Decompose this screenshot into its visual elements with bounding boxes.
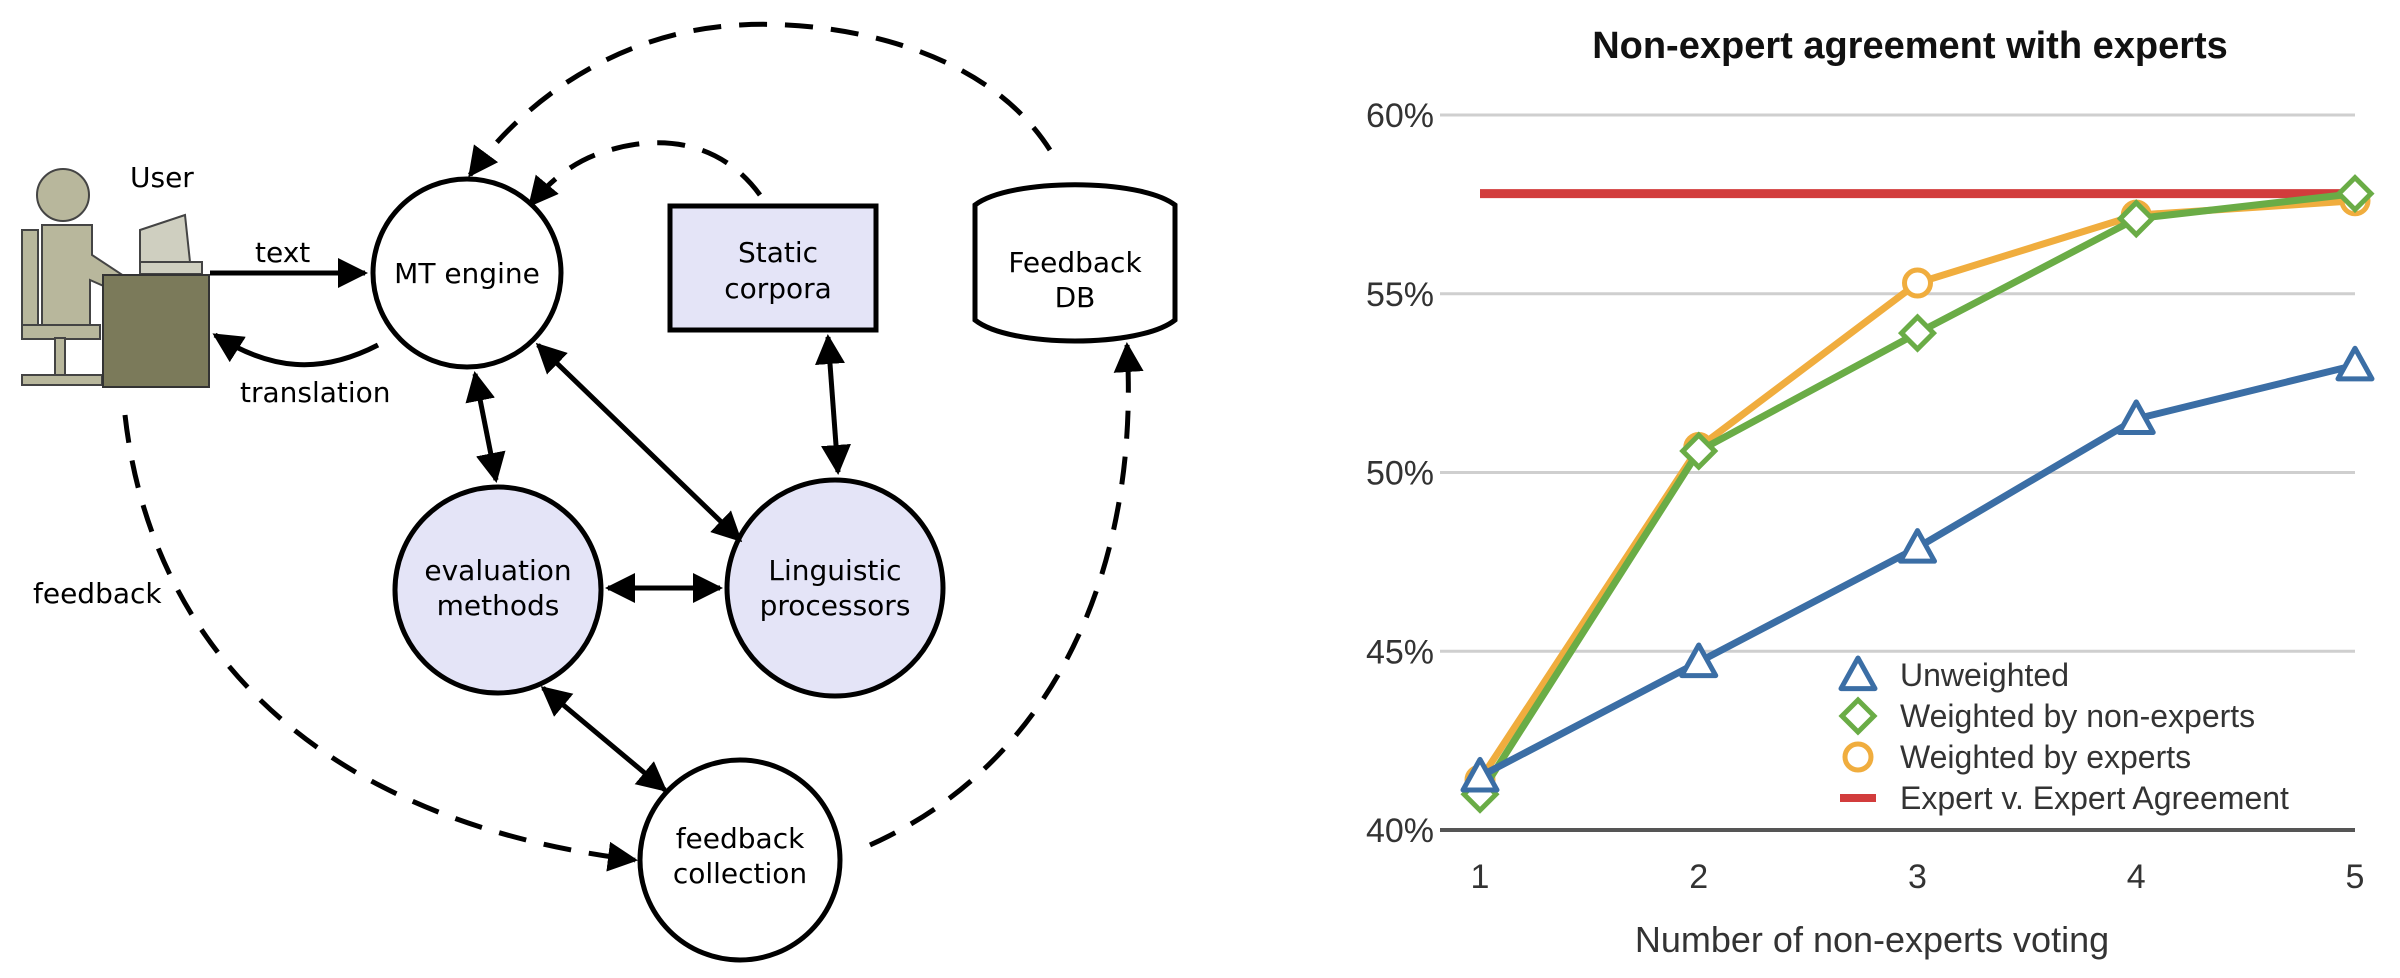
triangle-marker [2116,399,2156,435]
triangle-marker [1898,528,1937,564]
translation-arrow [212,332,380,368]
legend-item: Unweighted [1838,655,2069,693]
x-tick-label: 1 [1471,858,1490,896]
mt-linguistic-edge [535,342,743,543]
y-tick-label: 40% [1366,812,1434,850]
feedback-db-to-mt-dashed-arrow [467,21,1053,178]
feedback-label: feedback [33,577,162,610]
feedback-collection-node [637,757,843,963]
feedback-db-label-2: DB [1055,281,1096,314]
architecture-diagram: User text translation feedback MT engine… [21,21,1178,963]
corpora-to-mt-dashed-arrow [528,140,763,208]
x-tick-label: 3 [1908,858,1927,896]
y-tick-label: 50% [1366,455,1434,493]
user-icon [21,168,210,388]
series-weighted-by-non-experts [1460,174,2375,814]
legend-swatch [1842,741,1874,773]
feedback-db-label-1: Feedback [1008,246,1142,279]
evaluation-methods-label-1: evaluation [424,554,571,587]
feedback-db-node [972,182,1178,344]
legend-label: Weighted by experts [1900,739,2191,775]
feedback-collection-label-1: feedback [676,822,805,855]
chart-title: Non-expert agreement with experts [1592,25,2228,67]
triangle-marker [1460,756,1500,793]
legend-item: Expert v. Expert Agreement [1840,780,2289,816]
collection-to-db-dashed-arrow [868,342,1144,848]
legend-item: Weighted by non-experts [1838,696,2255,736]
legend-swatch [1838,655,1878,692]
x-tick-label: 4 [2127,858,2146,896]
legend-label: Expert v. Expert Agreement [1900,780,2289,816]
legend-label: Weighted by non-experts [1900,698,2255,734]
diamond-marker [1897,313,1938,353]
series-unweighted [1460,345,2375,793]
diamond-marker [1679,431,1719,471]
diamond-marker [2335,174,2375,214]
y-tick-labels: 40% 45% 50% 55% 60% [1366,97,1434,850]
translation-label: translation [240,376,391,409]
feedback-loop-dashed-arrow [122,414,638,872]
circle-marker [1902,267,1933,299]
mt-eval-edge [465,371,506,483]
static-corpora-label-1: Static [738,236,818,269]
eval-collection-edge [540,686,668,792]
static-corpora-node [667,203,879,333]
mt-engine-node [370,176,564,370]
y-tick-label: 45% [1366,633,1434,671]
y-tick-label: 55% [1366,276,1434,314]
x-axis-label: Number of non-experts voting [1635,919,2109,960]
legend: Unweighted Weighted by non-experts Weighte… [1838,655,2289,816]
user-label: User [130,161,194,194]
diamond-marker [2116,199,2156,239]
triangle-marker [2335,345,2375,382]
x-tick-label: 2 [1689,858,1708,896]
legend-item: Weighted by experts [1842,739,2191,775]
mt-engine-label: MT engine [394,257,540,290]
corpora-linguistic-edge [815,334,851,475]
series-lines [1460,174,2375,814]
static-corpora-label-2: corpora [724,272,832,305]
y-tick-label: 60% [1366,97,1434,135]
evaluation-methods-label-2: methods [437,589,560,622]
x-tick-labels: 1 2 3 4 5 [1471,858,2365,896]
x-tick-label: 5 [2346,858,2365,896]
line-chart: Non-expert agreement with experts 40% 45%… [1366,25,2375,960]
linguistic-processors-node [724,477,946,699]
legend-swatch [1838,696,1878,736]
legend-label: Unweighted [1900,657,2069,693]
feedback-collection-label-2: collection [673,857,807,890]
linguistic-processors-label-2: processors [760,589,911,622]
text-label: text [255,236,310,269]
triangle-marker [1679,642,1719,679]
linguistic-processors-label-1: Linguistic [768,554,901,587]
